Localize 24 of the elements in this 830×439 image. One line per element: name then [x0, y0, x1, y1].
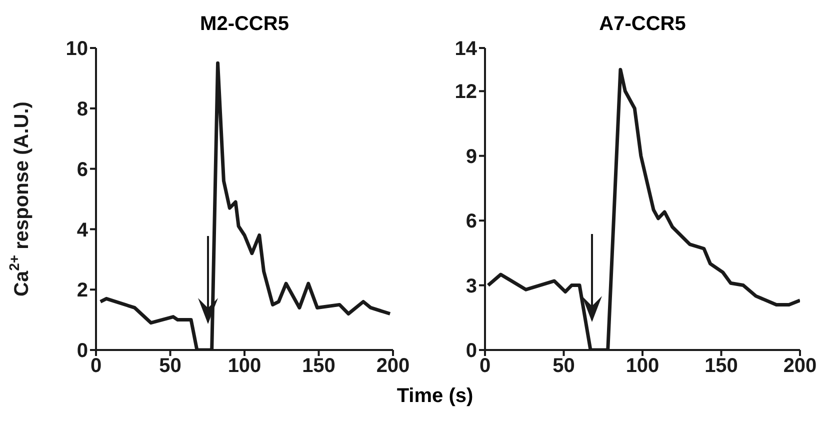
- y-tick-label: 12: [454, 81, 477, 104]
- y-tick-label: 6: [76, 158, 88, 181]
- x-tick-label: 200: [376, 355, 410, 378]
- y-tick-label: 10: [66, 38, 88, 60]
- x-tick-label: 100: [228, 355, 262, 378]
- y-tick-label: 0: [76, 340, 88, 362]
- y-tick-label: 4: [76, 219, 89, 242]
- x-tick-label: 50: [552, 355, 575, 378]
- x-tick-label: 150: [302, 355, 336, 378]
- y-tick-label: 9: [466, 146, 477, 168]
- y-tick-label: 6: [466, 210, 477, 233]
- y-tick-label: 0: [466, 340, 477, 362]
- x-tick-label: 50: [159, 355, 182, 378]
- y-tick-label: 14: [454, 38, 478, 60]
- x-tick-label: 200: [783, 355, 817, 378]
- x-tick-label: 150: [704, 355, 738, 378]
- y-tick-label: 8: [76, 98, 88, 120]
- chart-title: M2-CCR5: [199, 12, 290, 37]
- x-tick-label: 100: [626, 355, 660, 378]
- y-tick-label: 2: [76, 280, 88, 302]
- chart-title: A7-CCR5: [598, 12, 687, 37]
- x-axis-title: Time (s): [396, 385, 474, 408]
- line-series: [98, 61, 392, 350]
- y-tick-label: 3: [466, 275, 477, 298]
